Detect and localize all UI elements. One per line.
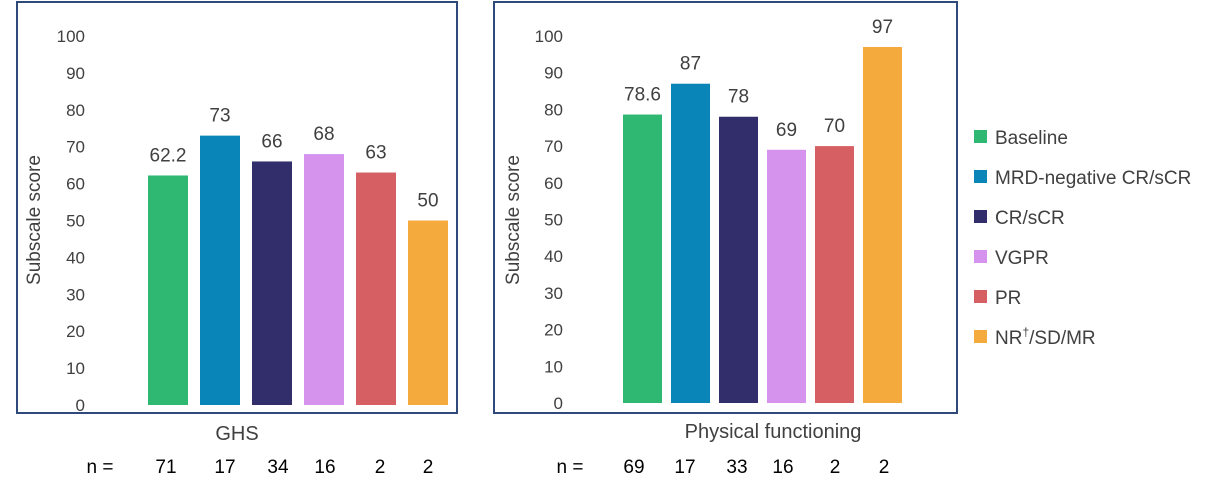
y-tick-label: 10 xyxy=(544,357,563,376)
y-tick-label: 0 xyxy=(554,394,563,413)
chart-panel-2: 0 10 20 30 40 50 60 70 80 90 100 Subscale score 78.6… xyxy=(493,1,958,478)
y-tick-label: 10 xyxy=(66,359,85,378)
bar-value-label: 73 xyxy=(209,106,230,127)
bar xyxy=(408,220,448,405)
y-tick-label: 80 xyxy=(66,101,85,120)
chart-panel-1: 0 10 20 30 40 50 60 70 80 90 100 Subscale score 62.2… xyxy=(16,1,458,478)
legend-entry-name: Baseline xyxy=(995,128,1068,149)
n-value: 34 xyxy=(267,457,289,478)
y-tick-label: 20 xyxy=(544,321,563,340)
y-tick-label: 40 xyxy=(66,248,85,267)
panel-border xyxy=(16,1,458,414)
bar xyxy=(863,47,902,403)
bar-value-label: 87 xyxy=(680,54,701,75)
x-axis-label: Physical functioning xyxy=(685,421,862,443)
legend-swatch xyxy=(974,290,987,303)
legend-swatch xyxy=(974,170,987,183)
x-axis-label: GHS xyxy=(215,423,258,445)
y-tick-label: 20 xyxy=(66,322,85,341)
legend-swatch xyxy=(974,250,987,263)
legend-swatch xyxy=(974,130,987,143)
y-tick-label: 30 xyxy=(544,284,563,303)
legend-entry: PR xyxy=(995,288,1021,309)
legend-swatch xyxy=(974,330,987,343)
y-tick-label: 60 xyxy=(544,174,563,193)
legend-entry: CR/sCR xyxy=(995,208,1065,229)
y-tick-label: 50 xyxy=(66,212,85,231)
y-tick-label: 90 xyxy=(66,64,85,83)
bar-value-label: 50 xyxy=(417,191,438,212)
y-tick-label: 70 xyxy=(66,138,85,157)
n-value: 17 xyxy=(214,457,235,478)
panel-border xyxy=(493,1,958,414)
n-value: 16 xyxy=(314,457,335,478)
legend-entry-rest: /SD/MR xyxy=(1029,328,1096,349)
n-value: 71 xyxy=(155,457,176,478)
n-value: 17 xyxy=(674,457,695,478)
y-tick-label: 70 xyxy=(544,137,563,156)
legend-entry-name: PR xyxy=(995,288,1021,309)
bar-value-label: 68 xyxy=(313,124,334,145)
y-tick-label: 100 xyxy=(535,27,563,46)
y-tick-label: 90 xyxy=(544,64,563,83)
bar xyxy=(252,161,292,405)
bar-value-label: 97 xyxy=(872,17,893,38)
bar-value-label: 78 xyxy=(728,87,749,108)
n-value: 2 xyxy=(879,457,890,478)
y-tick-label: 80 xyxy=(544,100,563,119)
legend-entry: Baseline xyxy=(995,128,1068,149)
y-tick-label: 30 xyxy=(66,285,85,304)
n-value: 2 xyxy=(423,457,434,478)
bar xyxy=(623,114,662,404)
legend-swatch xyxy=(974,210,987,223)
bar xyxy=(815,146,854,403)
n-value: 2 xyxy=(830,457,841,478)
y-tick-label: 60 xyxy=(66,175,85,194)
legend-entry-name: CR/sCR xyxy=(995,208,1065,229)
bar-value-label: 70 xyxy=(824,116,845,137)
n-row-label: n = xyxy=(87,457,114,478)
n-value: 2 xyxy=(375,457,386,478)
bar xyxy=(148,175,188,405)
legend-entry: VGPR xyxy=(995,248,1049,269)
bar xyxy=(200,135,240,405)
y-tick-label: 40 xyxy=(544,247,563,266)
legend-entry-sup: † xyxy=(1022,325,1029,339)
bar xyxy=(304,154,344,405)
bar xyxy=(671,83,710,404)
bar xyxy=(356,172,396,405)
y-tick-label: 0 xyxy=(76,396,85,415)
bar xyxy=(767,149,806,403)
bar-value-label: 69 xyxy=(776,120,797,141)
n-value: 16 xyxy=(772,457,793,478)
n-row-label: n = xyxy=(557,457,584,478)
legend-entry-name: MRD-negative CR/sCR xyxy=(995,168,1191,189)
n-value: 33 xyxy=(726,457,747,478)
legend-entry: NR†/SD/MR xyxy=(995,325,1096,349)
bar-value-label: 78.6 xyxy=(624,85,661,106)
legend-entry-name: NR xyxy=(995,328,1022,349)
bar-value-label: 62.2 xyxy=(150,145,187,166)
bar xyxy=(719,116,758,404)
legend-entry-name: VGPR xyxy=(995,248,1049,269)
y-tick-label: 50 xyxy=(544,211,563,230)
n-value: 69 xyxy=(623,457,644,478)
y-axis-label: Subscale score xyxy=(503,155,524,285)
bar-value-label: 63 xyxy=(365,143,386,164)
y-axis-label: Subscale score xyxy=(24,155,45,285)
legend-entry: MRD-negative CR/sCR xyxy=(995,168,1191,189)
bar-value-label: 66 xyxy=(261,131,282,152)
y-tick-label: 100 xyxy=(57,27,85,46)
legend: Baseline MRD-negative CR/sCR CR/sCR VGPR PR… xyxy=(974,128,1191,349)
